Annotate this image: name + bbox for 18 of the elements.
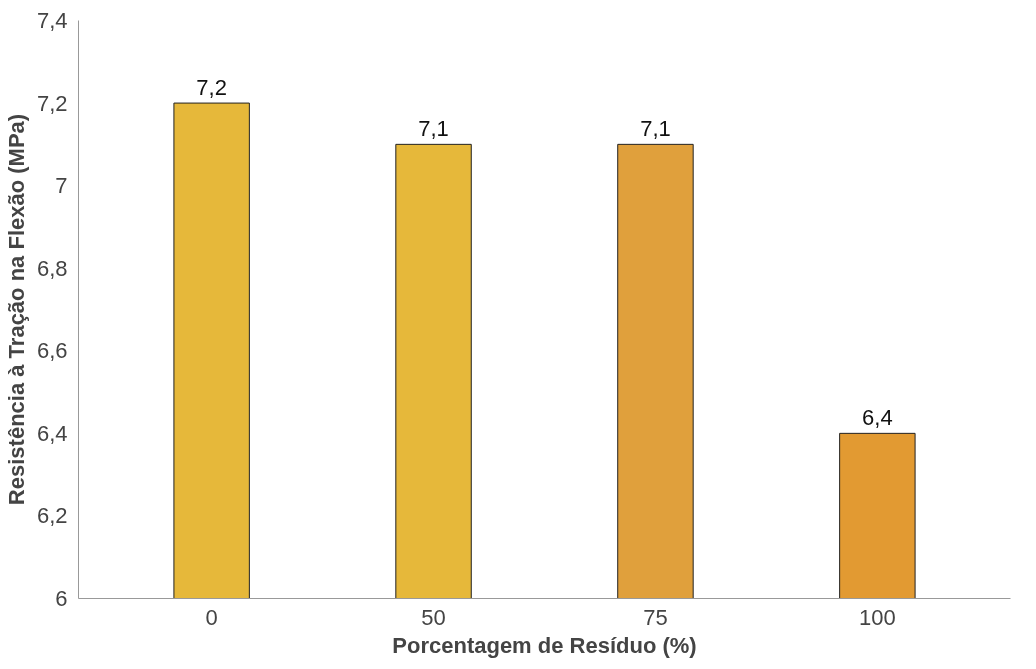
y-tick-label: 6,4 bbox=[36, 420, 68, 446]
y-tick-label: 6,6 bbox=[36, 338, 68, 364]
data-label: 7,1 bbox=[418, 116, 449, 142]
x-axis-title: Porcentagem de Resíduo (%) bbox=[392, 632, 697, 658]
x-tick-label: 100 bbox=[859, 604, 896, 630]
y-tick-label: 6,8 bbox=[36, 255, 68, 281]
x-tick-label: 0 bbox=[205, 604, 218, 630]
y-tick-label: 7,4 bbox=[36, 8, 68, 33]
y-tick-label: 7,2 bbox=[36, 90, 68, 116]
x-tick-label: 50 bbox=[421, 604, 446, 630]
data-label: 6,4 bbox=[862, 405, 893, 431]
x-tick-label: 75 bbox=[643, 604, 668, 630]
y-tick-label: 7 bbox=[55, 173, 68, 199]
data-label: 7,2 bbox=[196, 75, 227, 101]
data-label: 7,1 bbox=[640, 116, 671, 142]
y-axis-title: Resistência à Tração na Flexão (MPa) bbox=[3, 113, 29, 506]
y-tick-label: 6 bbox=[55, 586, 68, 611]
y-tick-label: 6,2 bbox=[36, 503, 68, 529]
